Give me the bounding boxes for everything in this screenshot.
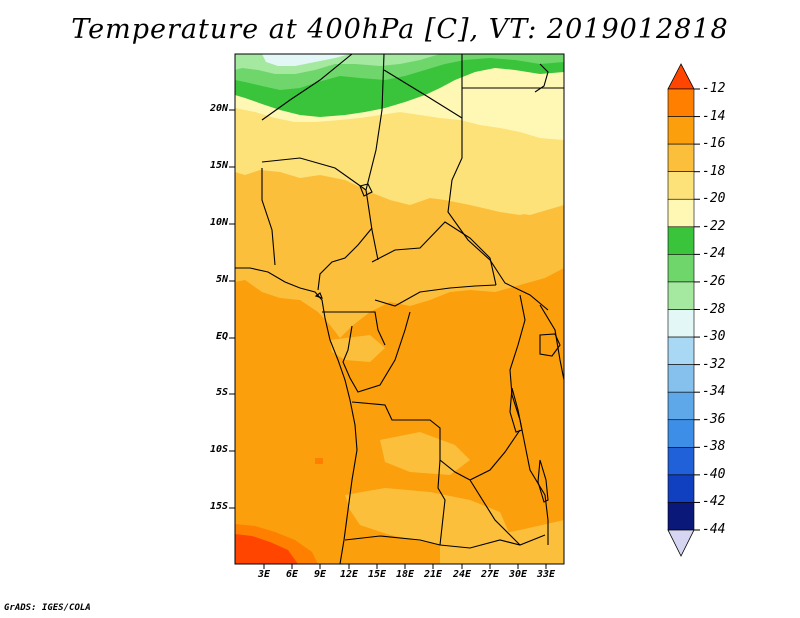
colorbar-bottom-arrow bbox=[667, 529, 695, 557]
colorbar-label: -18 bbox=[702, 163, 726, 179]
border-uganda-kenya bbox=[539, 304, 564, 381]
field-speck bbox=[315, 458, 323, 464]
colorbar-box bbox=[667, 447, 695, 476]
colorbar bbox=[667, 63, 700, 557]
colorbar-label: -16 bbox=[702, 136, 726, 152]
field-patch-16-18-c bbox=[380, 432, 470, 475]
border-zambia-zim bbox=[469, 479, 521, 546]
colorbar-box bbox=[667, 474, 695, 503]
colorbar-top-arrow bbox=[667, 63, 695, 90]
lon-label-3e: 3E bbox=[257, 569, 271, 580]
colorbar-label: -22 bbox=[702, 218, 726, 234]
lat-label-eq: EQ bbox=[215, 331, 228, 342]
lat-label-15s: 15S bbox=[209, 501, 228, 512]
colorbar-label: -32 bbox=[702, 356, 726, 372]
colorbar-label: -14 bbox=[702, 108, 726, 124]
colorbar-box bbox=[667, 254, 695, 283]
colorbar-box bbox=[667, 309, 695, 338]
colorbar-label: -36 bbox=[702, 411, 726, 427]
lat-label-5n: 5N bbox=[215, 274, 228, 285]
colorbar-label: -42 bbox=[702, 494, 726, 510]
colorbar-label: -28 bbox=[702, 301, 726, 317]
border-benin bbox=[261, 168, 276, 266]
colorbar-label: -12 bbox=[702, 81, 726, 96]
border-chad-niger bbox=[365, 54, 385, 261]
colorbar-box bbox=[667, 226, 695, 255]
red-sea-coast bbox=[534, 63, 549, 93]
lon-label-6e: 6E bbox=[285, 569, 299, 580]
field-patch-16-18-b bbox=[345, 488, 510, 548]
border-libya-chad bbox=[383, 69, 463, 119]
lake-tanganyika bbox=[509, 387, 523, 433]
lon-label-24e: 24E bbox=[452, 569, 472, 580]
colorbar-label: -44 bbox=[702, 522, 726, 537]
colorbar-box bbox=[667, 281, 695, 310]
island-bioko bbox=[314, 292, 323, 299]
lon-label-18e: 18E bbox=[395, 569, 415, 580]
colorbar-label: -38 bbox=[702, 439, 726, 455]
border-namibia bbox=[344, 534, 546, 549]
border-cameroon-south bbox=[322, 311, 386, 346]
border-nigeria-cameroon bbox=[317, 227, 373, 291]
lat-label-20n: 20N bbox=[209, 103, 228, 114]
border-sudan bbox=[447, 54, 549, 311]
border-congo bbox=[342, 311, 411, 393]
border-nigeria-niger bbox=[261, 157, 367, 191]
borders bbox=[235, 54, 564, 564]
field-patch-18-20-a bbox=[455, 168, 564, 215]
lon-ticks bbox=[263, 564, 547, 569]
colorbar-box bbox=[667, 171, 695, 200]
colorbar-label: -30 bbox=[702, 329, 726, 345]
lon-label-30e: 30E bbox=[508, 569, 528, 580]
coastline-west bbox=[235, 267, 358, 564]
credit-text: GrADS: IGES/COLA bbox=[4, 603, 91, 613]
colorbar-label: -24 bbox=[702, 246, 726, 262]
lat-label-15n: 15N bbox=[209, 160, 228, 171]
border-car-drc bbox=[374, 284, 497, 307]
colorbar-box bbox=[667, 502, 695, 531]
colorbar-label: -40 bbox=[702, 466, 726, 482]
colorbar-box bbox=[667, 88, 695, 117]
lon-label-15e: 15E bbox=[367, 569, 387, 580]
map-frame bbox=[234, 53, 565, 565]
border-angola-zambia bbox=[437, 459, 446, 546]
lake-malawi bbox=[537, 459, 549, 503]
border-car bbox=[371, 221, 497, 286]
field-band-28-30 bbox=[262, 54, 350, 66]
colorbar-box bbox=[667, 143, 695, 172]
map-title: Temperature at 400hPa [C], VT: 201901281… bbox=[71, 14, 729, 45]
colorbar-label: -34 bbox=[702, 384, 726, 400]
colorbar-box bbox=[667, 198, 695, 228]
colorbar-box bbox=[667, 116, 695, 145]
lake-victoria bbox=[539, 333, 561, 357]
border-algeria-niger bbox=[261, 54, 353, 121]
colorbar-label: -20 bbox=[702, 191, 726, 207]
field-patch-16-18-a bbox=[330, 335, 385, 362]
lat-ticks bbox=[229, 109, 235, 509]
colorbar-label: -26 bbox=[702, 273, 726, 289]
temperature-field bbox=[235, 54, 564, 564]
colorbar-box bbox=[667, 419, 695, 448]
lon-label-21e: 21E bbox=[423, 569, 443, 580]
lon-label-27e: 27E bbox=[480, 569, 500, 580]
lat-label-10n: 10N bbox=[209, 217, 228, 228]
lon-label-12e: 12E bbox=[339, 569, 359, 580]
lat-label-10s: 10S bbox=[209, 444, 228, 455]
colorbar-box bbox=[667, 391, 695, 421]
colorbar-box bbox=[667, 364, 695, 393]
lon-label-9e: 9E bbox=[313, 569, 327, 580]
lon-label-33e: 33E bbox=[536, 569, 556, 580]
field-band-warm bbox=[235, 534, 298, 564]
lat-label-5s: 5S bbox=[215, 387, 228, 398]
lake-chad bbox=[359, 183, 373, 197]
colorbar-box bbox=[667, 336, 695, 365]
field-patch-16-18-d bbox=[440, 520, 564, 564]
